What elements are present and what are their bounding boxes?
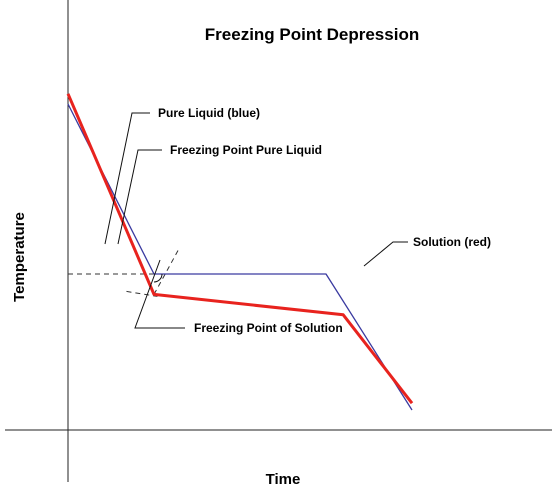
solution-series-line	[66, 93, 414, 405]
solution-annotation-label: Solution (red)	[413, 235, 491, 249]
pure-liquid-series-line	[67, 103, 413, 411]
freezing-point-solution-annotation-leader	[134, 259, 185, 329]
x-axis-label: Time	[266, 471, 301, 488]
solution-extrapolation-dashed-line	[153, 250, 179, 295]
chart-title: Freezing Point Depression	[205, 25, 419, 44]
series-lines	[66, 93, 414, 411]
y-axis-label: Temperature	[11, 212, 28, 302]
freezing-point-solution-annotation-label: Freezing Point of Solution	[194, 321, 343, 335]
freezing-point-arc-marker	[153, 273, 163, 283]
pure-liquid-annotation-leader	[104, 112, 150, 245]
pure-liquid-annotation-label: Pure Liquid (blue)	[158, 106, 260, 120]
freezing-point-pure-annotation-label: Freezing Point Pure Liquid	[170, 143, 322, 157]
freezing-point-pure-annotation-leader	[117, 149, 162, 245]
annotations: Pure Liquid (blue) Freezing Point Pure Li…	[104, 106, 491, 335]
solution-annotation-leader	[363, 241, 408, 267]
